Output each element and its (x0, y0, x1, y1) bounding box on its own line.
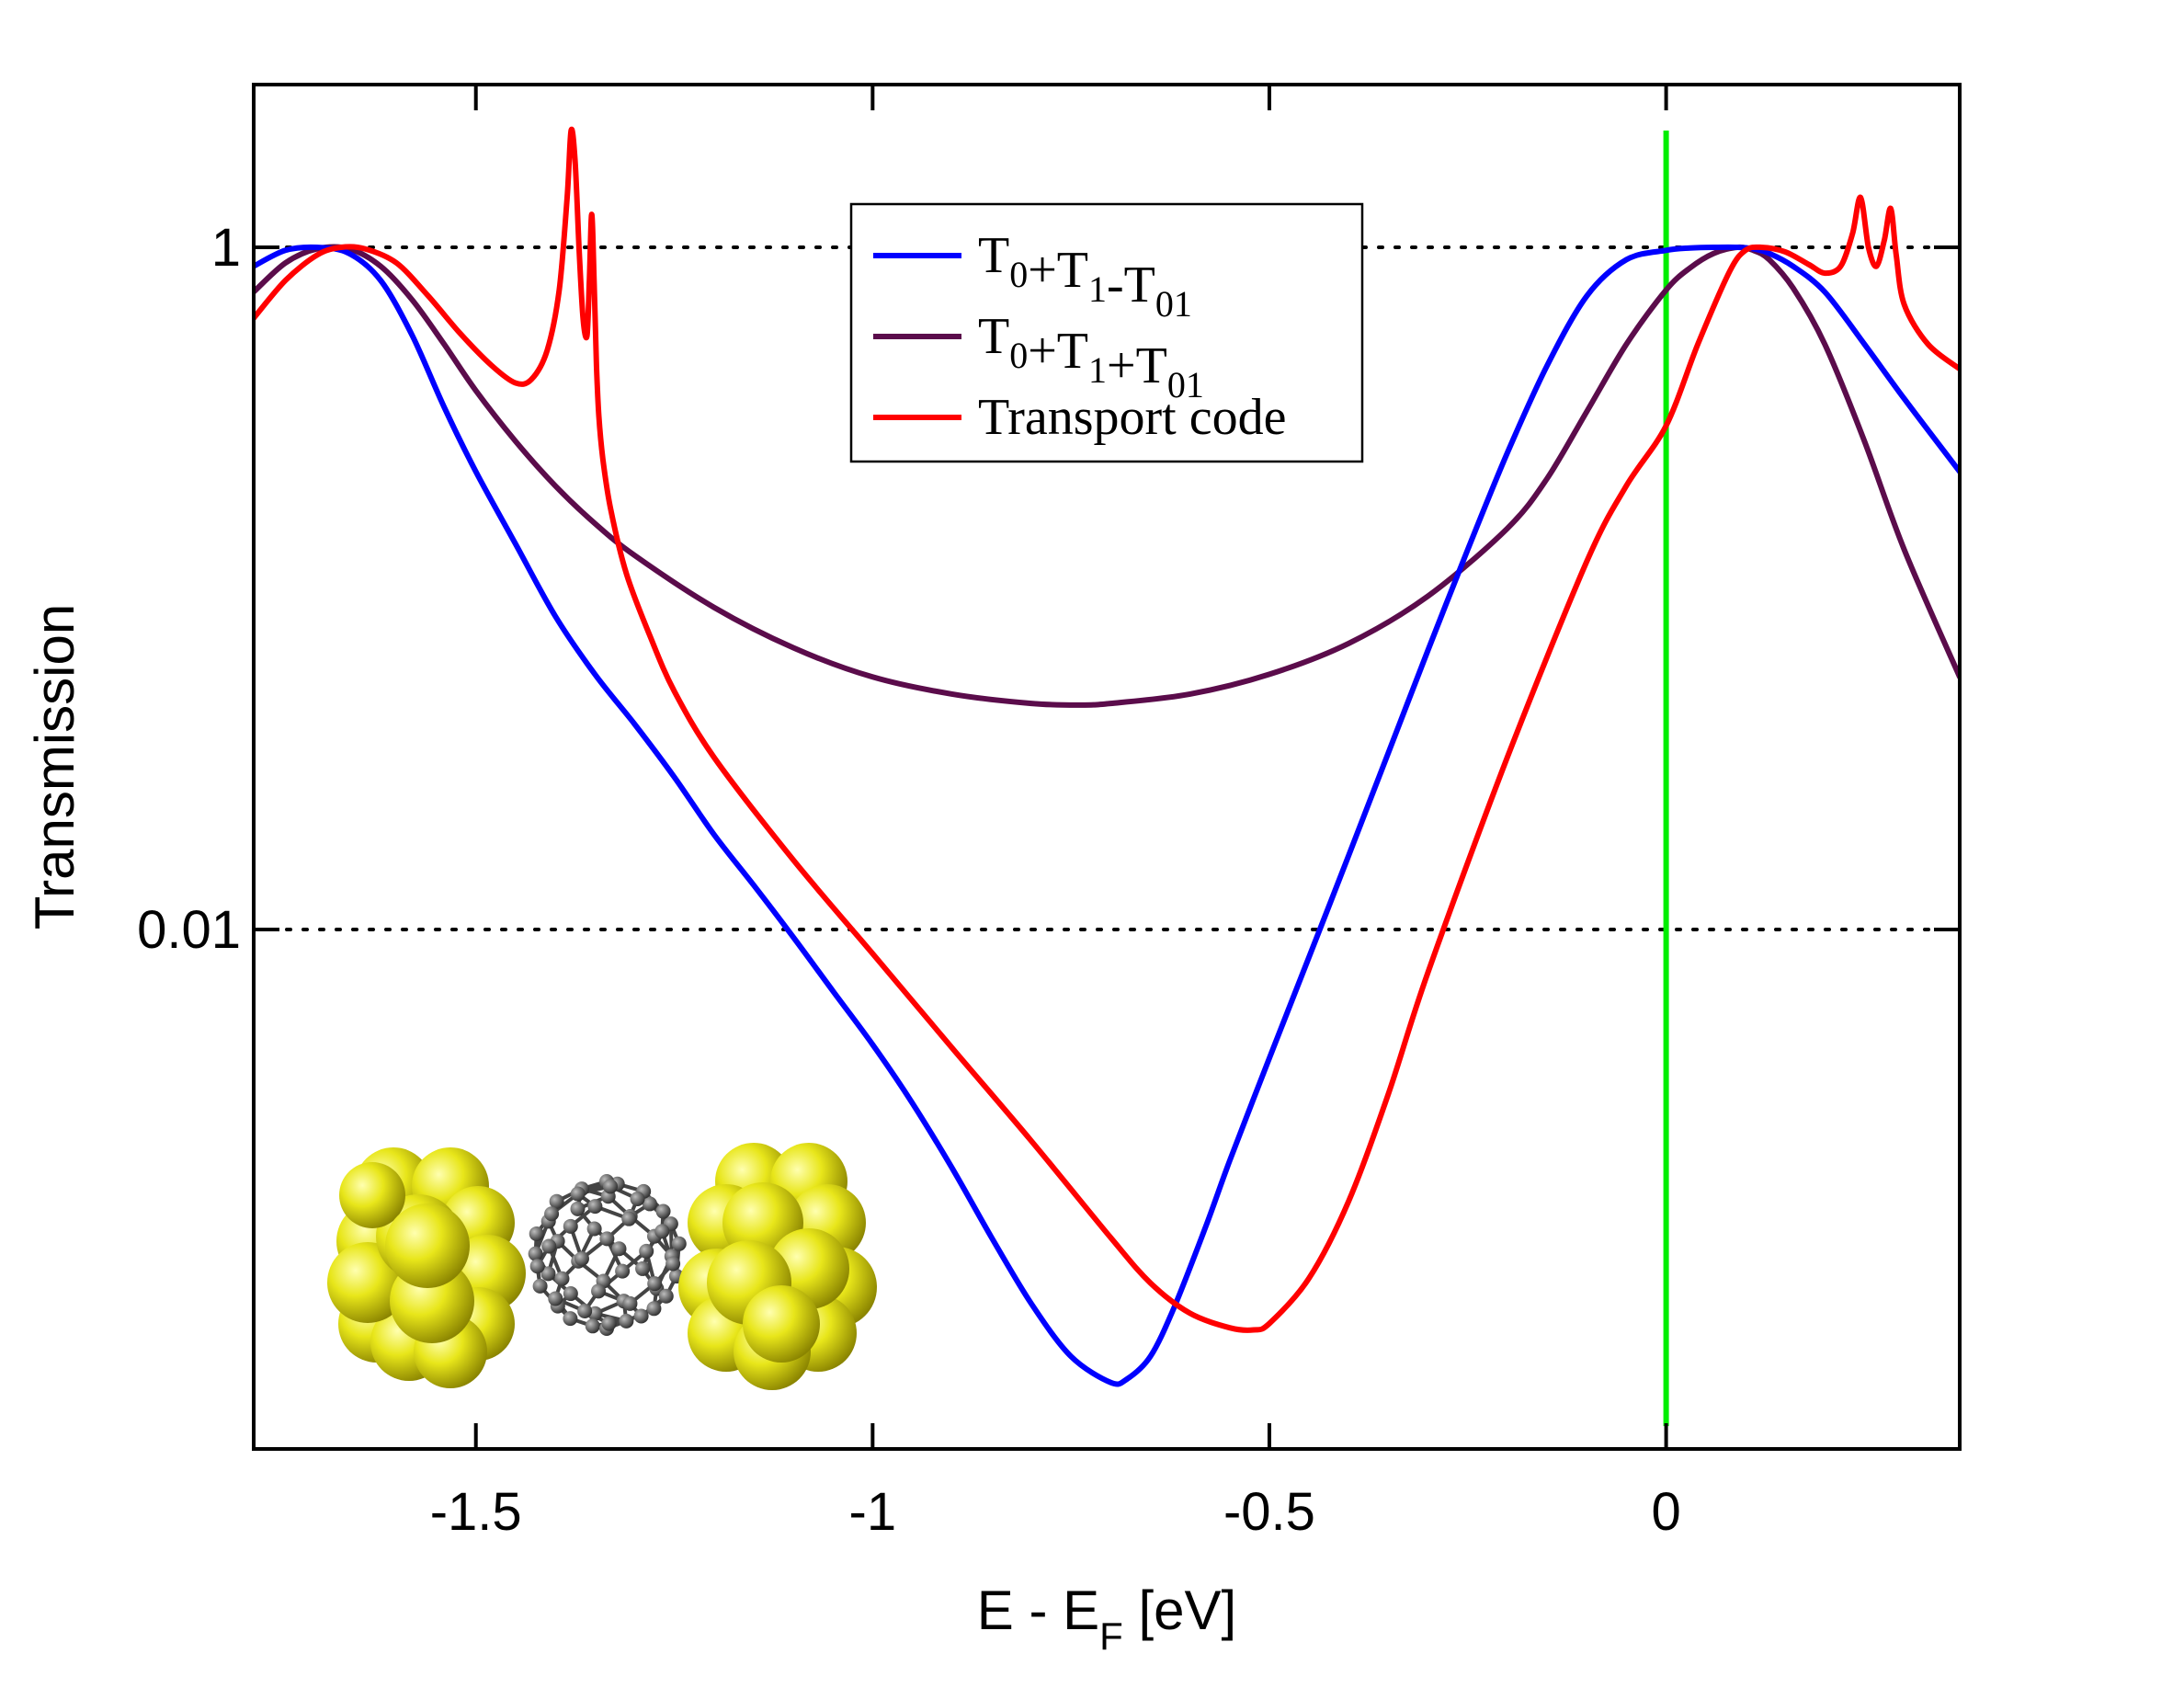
c60-atom (540, 1266, 556, 1282)
c60-atom (586, 1221, 602, 1237)
c60-atom (622, 1295, 638, 1311)
c60-atom (563, 1218, 578, 1234)
c60-atom (635, 1260, 651, 1276)
legend-label-1: T0+T1-T01 (978, 227, 1192, 325)
c60-atom (570, 1201, 586, 1216)
c60-atom (646, 1301, 662, 1317)
series-line-1 (254, 244, 1960, 1387)
c60-atom (642, 1196, 657, 1212)
c60-atom (549, 1193, 564, 1209)
c60-atom (665, 1256, 681, 1272)
c60-atom (529, 1226, 544, 1241)
c60-atom (603, 1179, 619, 1194)
c60-atom (611, 1241, 627, 1257)
y-tick-label: 1 (211, 218, 241, 278)
c60-atom (633, 1308, 649, 1324)
c60-atom (655, 1203, 671, 1219)
c60-atom (529, 1259, 545, 1274)
c60-atom (599, 1231, 615, 1247)
x-tick-label: -0.5 (1223, 1482, 1315, 1542)
c60-atom (544, 1206, 560, 1222)
c60-atom (621, 1211, 637, 1226)
c60-atom (541, 1238, 557, 1254)
c60-atom (563, 1286, 578, 1302)
c60-atom (532, 1278, 548, 1294)
x-tick-label: -1.5 (430, 1482, 522, 1542)
c60-atom (630, 1191, 645, 1206)
c60-atom (671, 1236, 687, 1251)
x-axis-title-subscript: F (1099, 1614, 1123, 1658)
c60-atom (563, 1311, 578, 1327)
y-axis-title: Transmission (24, 604, 85, 930)
c60-atom (619, 1313, 634, 1329)
right-gold-cluster (678, 1143, 877, 1390)
c60-atom (570, 1186, 586, 1202)
c60-atom (654, 1224, 670, 1239)
x-axis-title: E - EF [eV] (977, 1580, 1236, 1658)
legend-label-2: T0+T1+T01 (978, 308, 1204, 405)
y-tick-label: 0.01 (137, 900, 241, 960)
c60-atom (554, 1271, 570, 1286)
c60-atom (601, 1316, 617, 1331)
c60-atom (615, 1263, 631, 1279)
series-line-3 (254, 126, 1960, 1333)
c60-atom (639, 1243, 654, 1259)
legend-label-3: Transport code (978, 389, 1286, 446)
c60-atom (577, 1304, 593, 1319)
left-gold-cluster (327, 1147, 526, 1388)
ticks-layer: -1.5 -1 -0.5 0 1 0.01 (137, 85, 1960, 1542)
c60-atom (528, 1246, 543, 1261)
c60-atom (647, 1276, 663, 1292)
c60-atom (574, 1251, 589, 1267)
x-tick-label: -1 (849, 1482, 897, 1542)
series-layer (254, 126, 1960, 1387)
c60-molecule (528, 1174, 687, 1336)
c60-atom (587, 1199, 603, 1215)
plot-frame (252, 83, 1962, 1451)
molecular-junction-illustration (327, 1143, 877, 1390)
x-tick-label: 0 (1651, 1482, 1680, 1542)
c60-atom (658, 1288, 674, 1304)
c60-atom (591, 1283, 607, 1299)
c60-atom (548, 1291, 563, 1306)
c60-atom (585, 1318, 600, 1334)
